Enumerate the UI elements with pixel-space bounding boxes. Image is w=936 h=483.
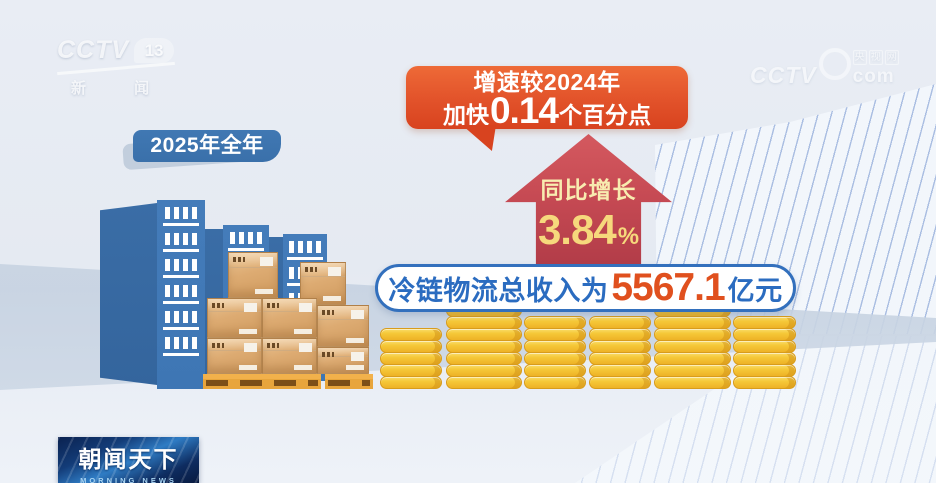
site-char: 网 — [884, 50, 899, 65]
coin-stack — [733, 316, 796, 389]
yoy-growth-value: 3.84 % — [505, 206, 672, 254]
coin-stack — [589, 316, 651, 389]
play-ring-icon — [818, 48, 851, 80]
cctv13-watermark: CCTV 13 新 闻 — [57, 36, 175, 98]
coin — [446, 376, 522, 389]
coin-stack — [446, 304, 522, 389]
cctv-logo-text: CCTV — [57, 36, 130, 64]
building-front — [157, 200, 205, 389]
cctv-com-column: 央 视 网 com — [852, 50, 899, 88]
channel-name-text: 新 闻 — [71, 79, 172, 97]
warehouse-illustration — [95, 198, 385, 392]
building-windows — [163, 207, 199, 226]
wooden-pallet — [203, 374, 321, 389]
coin — [589, 376, 651, 389]
building-windows — [287, 241, 323, 260]
cardboard-box — [317, 347, 369, 374]
yoy-growth-unit: % — [617, 223, 640, 250]
up-arrow-text: 同比增长 3.84 % — [505, 134, 672, 254]
building-windows — [163, 311, 199, 330]
revenue-prefix: 冷链物流总收入为 — [388, 275, 609, 306]
cardboard-box — [228, 252, 278, 298]
com-text: com — [852, 66, 895, 87]
revenue-value: 5567.1 — [611, 266, 725, 309]
cctv-com-brand-text: CCTV — [750, 62, 817, 88]
cctv13-watermark-row: CCTV 13 — [57, 36, 175, 65]
building-windows — [163, 285, 199, 304]
callout-line2: 加快 0.14 个百分点 — [406, 90, 688, 131]
yoy-growth-label: 同比增长 — [540, 177, 637, 203]
callout-prefix: 加快 — [442, 102, 489, 128]
yangshiwang-text: 央 视 网 — [852, 50, 899, 65]
callout-suffix: 个百分点 — [559, 102, 651, 128]
cardboard-box — [262, 338, 317, 374]
coin-stack — [524, 316, 586, 389]
channel-13-pill: 13 — [134, 38, 175, 63]
building-windows — [163, 233, 199, 252]
coin — [524, 376, 586, 389]
cctv-com-watermark: CCTV 央 视 网 com — [750, 48, 899, 89]
cardboard-box — [207, 298, 262, 338]
building-windows — [228, 232, 264, 251]
wooden-pallet — [325, 374, 373, 389]
morning-news-title: 朝闻天下 — [78, 446, 179, 472]
callout-value: 0.14 — [489, 90, 559, 131]
building-side — [100, 203, 157, 385]
cardboard-box — [300, 262, 346, 305]
cardboard-box — [317, 305, 369, 347]
cardboard-box — [207, 338, 262, 374]
coin-stack — [654, 304, 731, 389]
morning-news-subtitle: MORNING NEWS — [80, 476, 177, 483]
coin — [733, 376, 796, 389]
site-char: 视 — [868, 50, 883, 65]
revenue-banner: 冷链物流总收入为 5567.1 亿元 — [375, 264, 796, 312]
cardboard-box — [262, 298, 317, 338]
coin-stack — [380, 328, 442, 389]
coin — [654, 376, 731, 389]
callout-line1: 增速较2024年 — [473, 69, 621, 95]
growth-callout-bubble: 增速较2024年 加快 0.14 个百分点 — [406, 66, 688, 151]
year-badge: 2025年全年 — [133, 130, 281, 162]
morning-news-logo: 朝闻天下 MORNING NEWS — [58, 437, 199, 483]
yoy-growth-number: 3.84 — [537, 206, 617, 253]
site-char: 央 — [852, 50, 867, 65]
coin — [380, 376, 442, 389]
building-windows — [163, 337, 199, 356]
revenue-unit: 亿元 — [727, 275, 783, 306]
building-windows — [163, 259, 199, 278]
